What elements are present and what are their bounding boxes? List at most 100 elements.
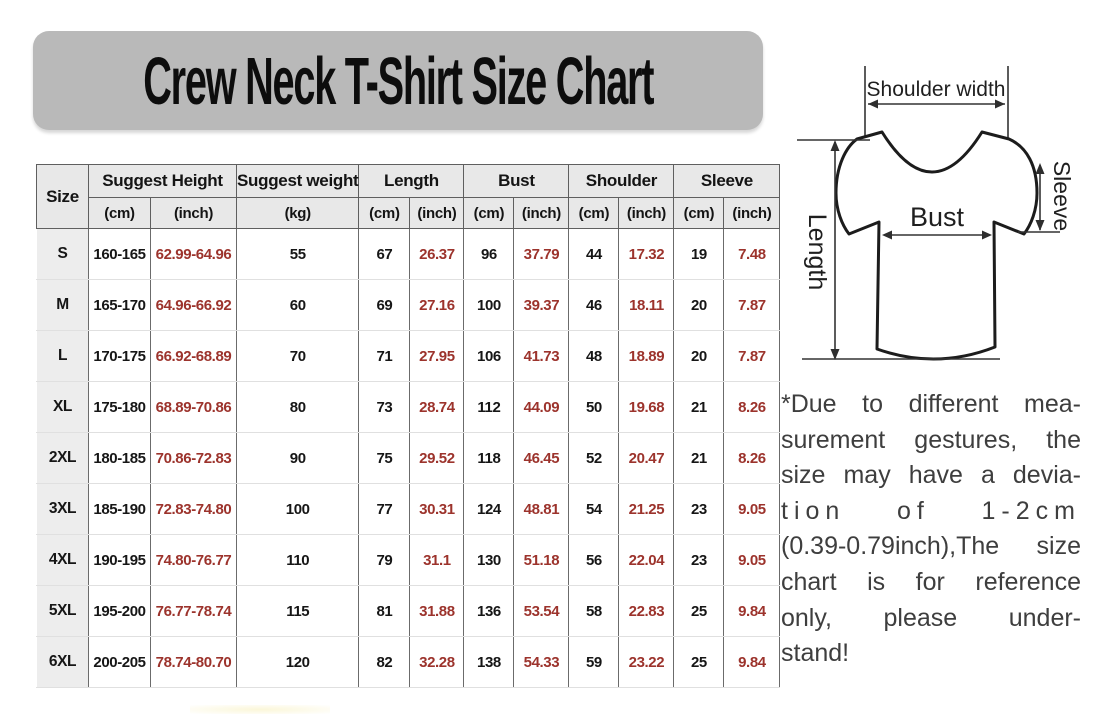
- size-cell: XL: [36, 381, 89, 433]
- value-cell: 70.86-72.83: [150, 432, 237, 484]
- value-cell: 46.45: [513, 432, 570, 484]
- length-label: Length: [803, 214, 831, 290]
- value-cell: 32.28: [409, 636, 465, 688]
- value-cell: 44: [568, 228, 620, 280]
- note-line: tion of 1-2cm: [781, 496, 1081, 525]
- column-header: (inch): [409, 197, 465, 229]
- value-cell: 9.84: [723, 585, 781, 637]
- column-header: Suggest weight: [235, 164, 360, 198]
- column-header: (cm): [88, 197, 151, 229]
- value-cell: 62.99-64.96: [150, 228, 237, 280]
- value-cell: 79: [358, 534, 411, 586]
- value-cell: 23.22: [618, 636, 675, 688]
- value-cell: 67: [358, 228, 411, 280]
- size-cell: M: [36, 279, 89, 331]
- value-cell: 22.04: [618, 534, 675, 586]
- note-line: surement gestures, the: [781, 425, 1081, 454]
- arrowhead: [1035, 220, 1045, 231]
- value-cell: 160-165: [88, 228, 151, 280]
- value-cell: 170-175: [88, 330, 151, 382]
- value-cell: 25: [673, 585, 725, 637]
- value-cell: 74.80-76.77: [150, 534, 237, 586]
- value-cell: 19: [673, 228, 725, 280]
- value-cell: 17.32: [618, 228, 675, 280]
- value-cell: 7.87: [723, 330, 781, 382]
- value-cell: 18.89: [618, 330, 675, 382]
- column-header: Shoulder: [568, 164, 675, 198]
- column-header: (inch): [723, 197, 781, 229]
- value-cell: 75: [358, 432, 411, 484]
- value-cell: 81: [358, 585, 411, 637]
- table-row: 5XL 195-200 76.77-78.74 115 81 31.88 136 53.54 5…: [36, 585, 781, 637]
- value-cell: 31.88: [409, 585, 465, 637]
- value-cell: 9.84: [723, 636, 781, 688]
- value-cell: 44.09: [513, 381, 570, 433]
- value-cell: 23: [673, 534, 725, 586]
- value-cell: 58: [568, 585, 620, 637]
- value-cell: 21.25: [618, 483, 675, 535]
- table-row: 2XL 180-185 70.86-72.83 90 75 29.52 118 46.45 52…: [36, 432, 781, 484]
- value-cell: 9.05: [723, 483, 781, 535]
- value-cell: 26.37: [409, 228, 465, 280]
- value-cell: 7.87: [723, 279, 781, 331]
- measurement-note: *Due to different mea-surement gestures,…: [781, 387, 1081, 672]
- arrowhead: [882, 230, 892, 240]
- note-line: size may have a devia-: [781, 461, 1081, 490]
- value-cell: 18.11: [618, 279, 675, 331]
- arrowhead: [868, 99, 878, 109]
- column-header: Suggest Height: [88, 164, 237, 198]
- size-cell: 6XL: [36, 636, 89, 688]
- value-cell: 23: [673, 483, 725, 535]
- value-cell: 112: [463, 381, 515, 433]
- shoulder-width-label: Shoulder width: [867, 78, 1006, 101]
- value-cell: 25: [673, 636, 725, 688]
- value-cell: 115: [235, 585, 360, 637]
- value-cell: 68.89-70.86: [150, 381, 237, 433]
- column-header: Size: [36, 164, 89, 229]
- table-row: M 165-170 64.96-66.92 60 69 27.16 100 39.37 46 18…: [36, 279, 781, 331]
- value-cell: 138: [463, 636, 515, 688]
- value-cell: 73: [358, 381, 411, 433]
- page-title: Crew Neck T-Shirt Size Chart: [143, 43, 654, 118]
- value-cell: 82: [358, 636, 411, 688]
- size-cell: 2XL: [36, 432, 89, 484]
- column-header: Sleeve: [673, 164, 781, 198]
- arrowhead: [830, 349, 840, 360]
- column-header: Length: [358, 164, 465, 198]
- value-cell: 78.74-80.70: [150, 636, 237, 688]
- title-banner: Crew Neck T-Shirt Size Chart: [33, 31, 763, 130]
- table-header: Size Suggest Height Suggest weight Length Bu…: [36, 164, 781, 229]
- column-header: (cm): [568, 197, 620, 229]
- value-cell: 100: [235, 483, 360, 535]
- value-cell: 22.83: [618, 585, 675, 637]
- table-body: S 160-165 62.99-64.96 55 67 26.37 96 37.79 44 17.…: [36, 228, 781, 688]
- note-line: *Due to different mea-: [781, 390, 1081, 418]
- arrowhead: [982, 230, 992, 240]
- value-cell: 56: [568, 534, 620, 586]
- value-cell: 106: [463, 330, 515, 382]
- size-cell: S: [36, 228, 89, 280]
- value-cell: 124: [463, 483, 515, 535]
- value-cell: 8.26: [723, 432, 781, 484]
- value-cell: 200-205: [88, 636, 151, 688]
- note-line: (0.39-0.79inch),The size: [781, 532, 1081, 561]
- value-cell: 48: [568, 330, 620, 382]
- value-cell: 69: [358, 279, 411, 331]
- column-header: (cm): [673, 197, 725, 229]
- sleeve-label: Sleeve: [1049, 161, 1075, 231]
- column-header: (inch): [513, 197, 570, 229]
- value-cell: 76.77-78.74: [150, 585, 237, 637]
- value-cell: 37.79: [513, 228, 570, 280]
- size-cell: L: [36, 330, 89, 382]
- value-cell: 60: [235, 279, 360, 331]
- value-cell: 48.81: [513, 483, 570, 535]
- table-row: S 160-165 62.99-64.96 55 67 26.37 96 37.79 44 17.…: [36, 228, 781, 280]
- value-cell: 7.48: [723, 228, 781, 280]
- note-line: stand!: [781, 639, 850, 668]
- arrowhead: [995, 99, 1005, 109]
- size-cell: 4XL: [36, 534, 89, 586]
- column-header: (cm): [463, 197, 515, 229]
- value-cell: 29.52: [409, 432, 465, 484]
- value-cell: 66.92-68.89: [150, 330, 237, 382]
- arrowhead: [830, 140, 840, 151]
